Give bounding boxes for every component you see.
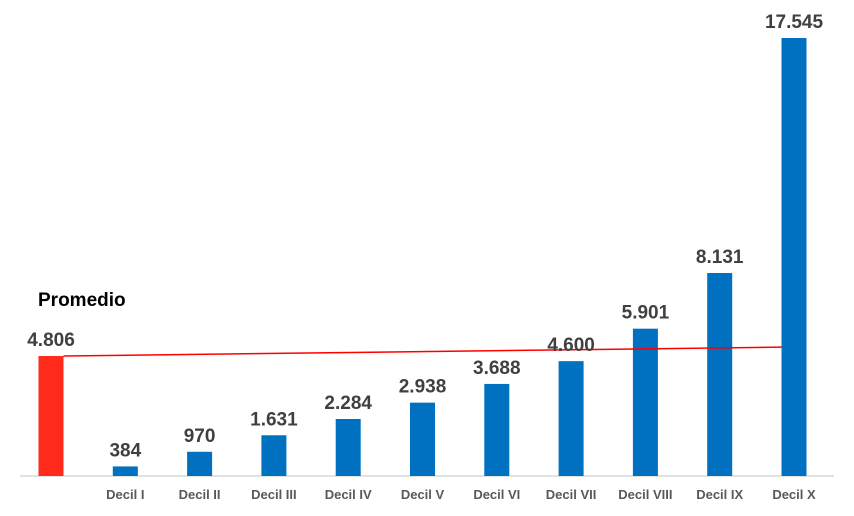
average-trendline xyxy=(63,346,782,357)
value-label: 3.688 xyxy=(473,358,521,379)
x-tick-label: Decil VI xyxy=(473,487,520,502)
value-label: 970 xyxy=(184,426,216,447)
value-label: 8.131 xyxy=(696,247,744,268)
bars-group xyxy=(38,38,807,476)
bar-decil-3 xyxy=(261,435,287,476)
value-label: 17.545 xyxy=(765,12,824,33)
x-tick-label: Decil V xyxy=(401,487,445,502)
x-tick-label: Decil VII xyxy=(546,487,597,502)
bar-decil-9 xyxy=(707,273,733,476)
x-tick-label: Decil VIII xyxy=(618,487,672,502)
bar-decil-7 xyxy=(558,361,584,476)
bar-decil-8 xyxy=(632,328,658,476)
bar-decil-1 xyxy=(112,466,138,476)
value-label: 5.901 xyxy=(622,303,670,324)
promedio-annotation: Promedio xyxy=(38,290,126,311)
x-tick-label: Decil I xyxy=(106,487,144,502)
x-tick-label: Decil III xyxy=(251,487,297,502)
bar-decil-5 xyxy=(410,402,435,476)
bar-decil-6 xyxy=(484,383,510,476)
value-label: 384 xyxy=(109,440,141,461)
value-label: 4.600 xyxy=(547,335,595,356)
bar-decil-10 xyxy=(781,38,807,476)
bar-promedio xyxy=(38,356,64,476)
x-tick-label: Decil IX xyxy=(696,487,743,502)
value-label: 2.938 xyxy=(399,377,447,398)
bar-decil-2 xyxy=(187,451,213,476)
value-label: 4.806 xyxy=(27,330,75,351)
x-tick-label: Decil IV xyxy=(325,487,372,502)
value-label: 2.284 xyxy=(324,393,372,414)
x-tick-label: Decil II xyxy=(179,487,221,502)
value-labels-group: 4.806 384 970 1.631 2.284 2.938 3.688 4.600 5.90… xyxy=(27,12,823,461)
x-tick-label: Decil X xyxy=(772,487,816,502)
x-tick-labels-group: Decil I Decil II Decil III Decil IV Decil V D… xyxy=(106,487,816,502)
bar-decil-4 xyxy=(335,418,361,476)
value-label: 1.631 xyxy=(250,409,298,430)
